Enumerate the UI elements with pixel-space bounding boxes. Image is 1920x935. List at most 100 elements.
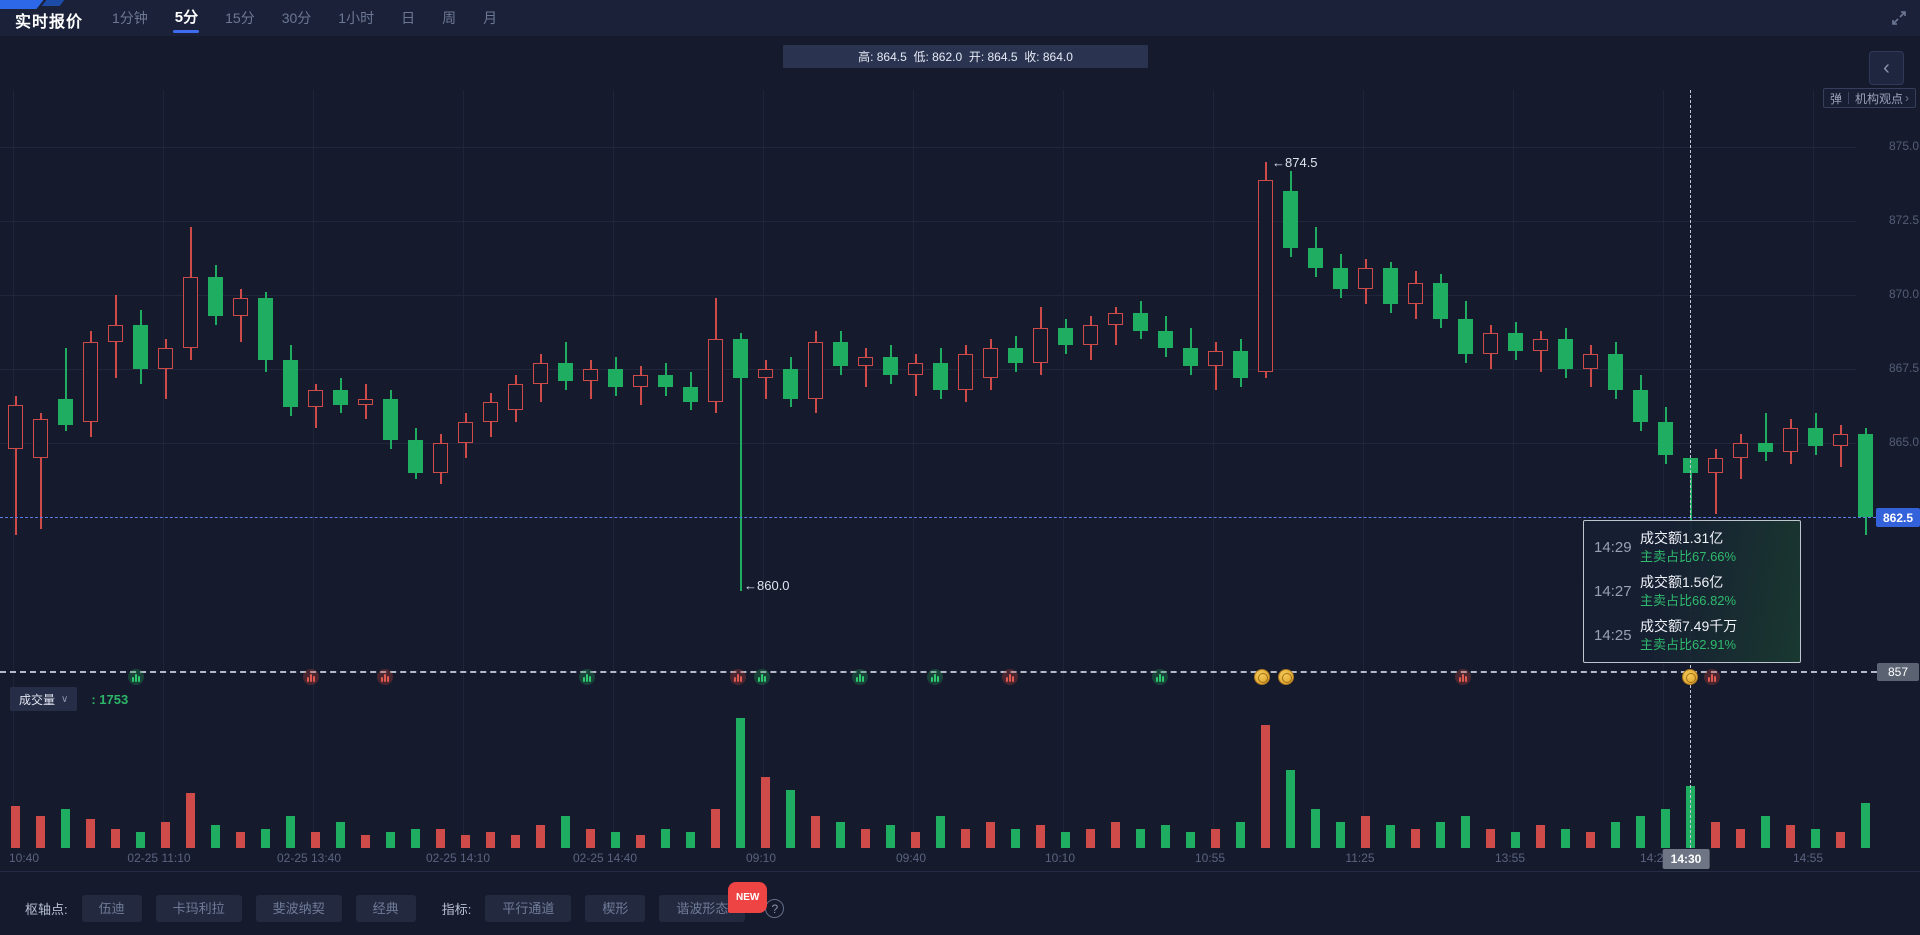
- institution-view-row[interactable]: 弹 机构观点 ›: [1822, 88, 1916, 108]
- tooltip-time: 14:29: [1594, 538, 1632, 556]
- institution-view-link[interactable]: 机构观点: [1854, 91, 1903, 106]
- candle: [758, 369, 773, 378]
- candle: [808, 342, 823, 399]
- candle: [1733, 443, 1748, 458]
- candle: [983, 348, 998, 378]
- volume-bar: [161, 822, 170, 848]
- candle: [183, 277, 198, 349]
- volume-indicator-dropdown[interactable]: 成交量 ∨: [10, 687, 78, 711]
- indicator-button-谐波形态[interactable]: 谐波形态 NEW: [659, 882, 768, 922]
- time-axis-label: 02-25 14:10: [425, 851, 491, 865]
- volume-header: 成交量 ∨ : 1753: [10, 687, 128, 711]
- marker-coin-icon[interactable]: [1278, 669, 1294, 685]
- gridline-v: [13, 90, 14, 848]
- price-axis-label: 867.5: [1888, 361, 1919, 375]
- topbar: 实时报价 1分钟 5分 15分 30分 1小时 日 周 月: [0, 0, 1920, 36]
- volume-bar: [1486, 828, 1495, 848]
- volume-bar: [1061, 832, 1070, 848]
- page-title: 实时报价: [15, 14, 84, 31]
- marker-coin-icon[interactable]: [1682, 669, 1698, 685]
- collapse-panel-button[interactable]: ‹: [1869, 51, 1904, 85]
- time-axis-label: 11:25: [1345, 851, 1375, 865]
- volume-bar: [61, 809, 70, 848]
- volume-bar: [1411, 828, 1420, 848]
- candle: [283, 360, 298, 408]
- indicator-button-平行通道[interactable]: 平行通道: [485, 895, 572, 922]
- candle: [258, 297, 273, 361]
- candle: [1708, 457, 1723, 473]
- candle: [708, 339, 723, 402]
- volume-bar: [686, 832, 695, 848]
- support-level-line: [0, 671, 1877, 673]
- marker-green-bars-icon[interactable]: [1152, 669, 1168, 685]
- price-annotation: ←874.5: [1272, 155, 1318, 170]
- candle-wick: [40, 413, 42, 529]
- candle: [1558, 339, 1573, 369]
- volume-bar: [1311, 809, 1320, 848]
- candle: [8, 404, 23, 449]
- candle-wick: [1840, 425, 1842, 467]
- volume-bar: [1086, 828, 1095, 848]
- marker-red-bars-icon[interactable]: [1455, 669, 1471, 685]
- marker-green-bars-icon[interactable]: [852, 669, 868, 685]
- danmu-badge: 弹: [1829, 91, 1842, 106]
- volume-bar: [1536, 824, 1545, 848]
- candle: [83, 342, 98, 423]
- volume-bar: [561, 815, 570, 848]
- tab-周[interactable]: 周: [442, 10, 457, 26]
- marker-green-bars-icon[interactable]: [754, 669, 770, 685]
- pivot-button-卡玛利拉[interactable]: 卡玛利拉: [155, 895, 242, 922]
- candle: [1358, 268, 1373, 290]
- marker-red-bars-icon[interactable]: [303, 669, 319, 685]
- candle: [1158, 330, 1173, 349]
- candle: [1133, 312, 1148, 331]
- price-axis-label: 872.5: [1888, 213, 1919, 227]
- expand-icon[interactable]: [1890, 9, 1908, 27]
- volume-bar: [536, 824, 545, 848]
- tooltip-row: 14:27 成交额1.56亿 主卖占比66.82%: [1584, 573, 1800, 610]
- candle: [108, 324, 123, 343]
- marker-green-bars-icon[interactable]: [579, 669, 595, 685]
- tab-1小时[interactable]: 1小时: [338, 10, 375, 26]
- marker-green-bars-icon[interactable]: [927, 669, 943, 685]
- drawing-toolbar: 枢轴点: 伍迪 卡玛利拉 斐波纳契 经典 指标: 平行通道 楔形 谐波形态 NEW ?: [25, 882, 785, 922]
- indicator-button-楔形[interactable]: 楔形: [585, 895, 646, 922]
- candle-wick: [65, 348, 67, 432]
- marker-red-bars-icon[interactable]: [1704, 669, 1720, 685]
- marker-coin-icon[interactable]: [1254, 669, 1270, 685]
- tab-5分[interactable]: 5分: [175, 0, 198, 36]
- candle: [1233, 351, 1248, 378]
- candle-wick: [165, 339, 167, 399]
- volume-bar: [786, 789, 795, 848]
- pivot-button-伍迪[interactable]: 伍迪: [81, 895, 142, 922]
- pivot-button-斐波纳契[interactable]: 斐波纳契: [255, 895, 342, 922]
- time-axis-label: 09:10: [745, 851, 777, 865]
- candle: [458, 422, 473, 443]
- volume-bar: [336, 822, 345, 848]
- tooltip-time: 14:25: [1594, 627, 1632, 645]
- volume-bar: [1011, 828, 1020, 848]
- help-icon[interactable]: ?: [765, 899, 785, 918]
- candle: [608, 369, 623, 387]
- candle: [1058, 327, 1073, 346]
- marker-red-bars-icon[interactable]: [730, 669, 746, 685]
- candle: [1408, 283, 1423, 304]
- marker-red-bars-icon[interactable]: [1002, 669, 1018, 685]
- candle: [858, 357, 873, 367]
- tab-日[interactable]: 日: [401, 10, 416, 26]
- tab-月[interactable]: 月: [483, 10, 498, 26]
- tab-15分[interactable]: 15分: [225, 10, 255, 26]
- support-price-badge: 857: [1877, 663, 1919, 681]
- pivot-button-经典[interactable]: 经典: [355, 895, 416, 922]
- divider: [1847, 92, 1849, 104]
- candle: [1658, 422, 1673, 455]
- marker-green-bars-icon[interactable]: [128, 669, 144, 685]
- volume-bar: [1336, 822, 1345, 848]
- tooltip-amount: 成交额1.56亿: [1640, 573, 1724, 590]
- marker-red-bars-icon[interactable]: [377, 669, 393, 685]
- tab-30分[interactable]: 30分: [281, 10, 312, 26]
- candle: [58, 398, 73, 426]
- candle: [1608, 354, 1623, 390]
- tab-1分钟[interactable]: 1分钟: [112, 10, 148, 26]
- volume-bar: [286, 815, 295, 848]
